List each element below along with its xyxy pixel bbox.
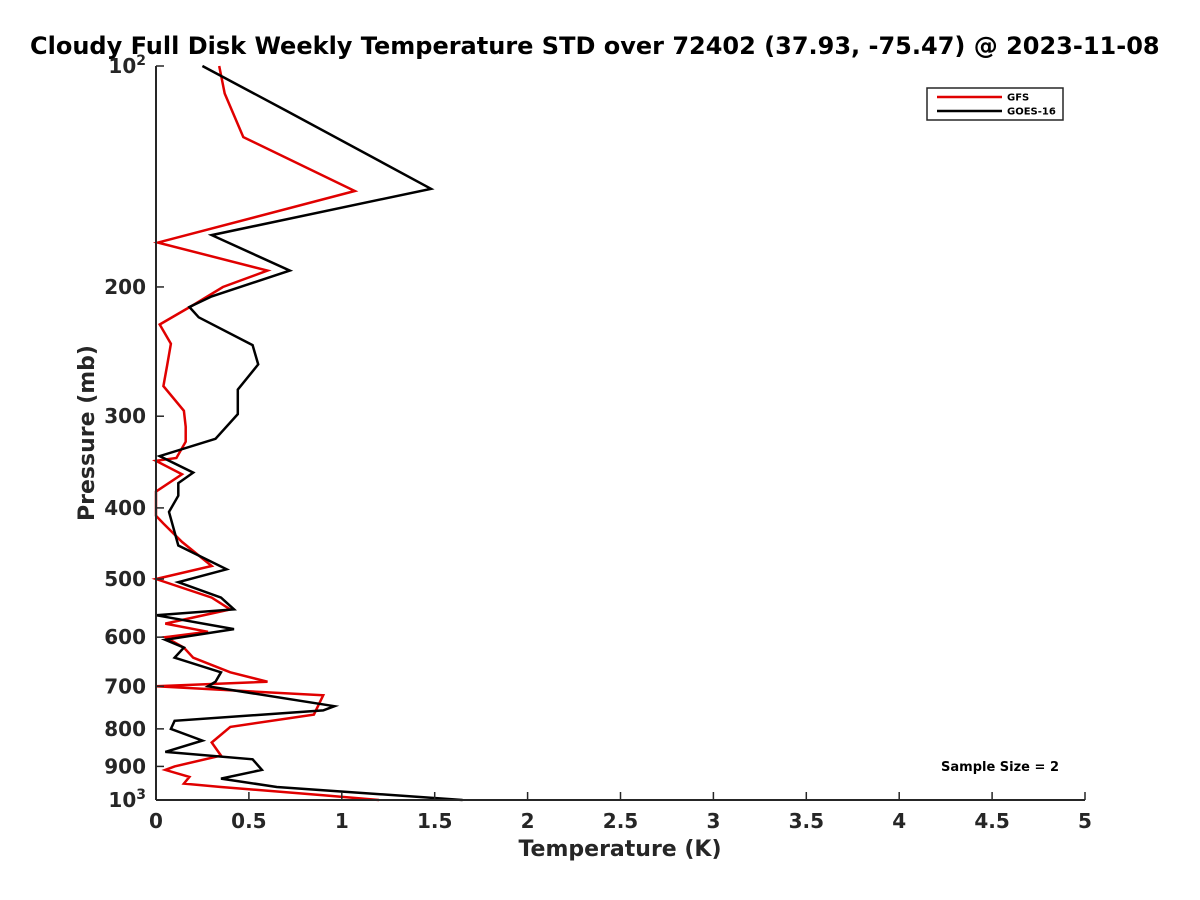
x-tick-label: 3.5	[789, 809, 824, 833]
legend-box	[926, 87, 1064, 121]
y-tick-label: 400	[104, 496, 146, 520]
x-tick-label: 2	[521, 809, 535, 833]
y-tick-label-exponent: 2	[136, 53, 146, 69]
series-line-gfs	[151, 65, 380, 802]
y-tick-label: 102	[108, 53, 146, 78]
y-tick-label: 900	[104, 754, 146, 778]
y-tick-label: 300	[104, 404, 146, 428]
x-tick-label: 3	[706, 809, 720, 833]
x-tick-label: 4.5	[974, 809, 1009, 833]
y-tick-label: 600	[104, 625, 146, 649]
y-tick-label: 200	[104, 275, 146, 299]
y-tick-label-exponent: 3	[136, 787, 146, 803]
y-tick-label: 700	[104, 674, 146, 698]
legend: GFS GOES-16	[926, 87, 1064, 121]
x-tick-label: 2.5	[603, 809, 638, 833]
y-tick-label-base: 400	[104, 496, 146, 520]
y-tick-label-base: 500	[104, 567, 146, 591]
y-tick-label: 800	[104, 717, 146, 741]
y-axis-label: Pressure (mb)	[75, 345, 100, 521]
y-tick-label-base: 600	[104, 625, 146, 649]
legend-label-goes-16: GOES-16	[1007, 107, 1056, 118]
y-tick-label-base: 700	[104, 674, 146, 698]
x-ticks: 0 0.5 1 1.5 2 2.5 3 3.5 4 4.5 5	[149, 792, 1092, 833]
y-tick-label: 500	[104, 567, 146, 591]
x-axis-label: Temperature (K)	[518, 837, 721, 862]
y-tick-label-base: 200	[104, 275, 146, 299]
x-tick-label: 1	[335, 809, 349, 833]
x-tick-label: 0.5	[231, 809, 266, 833]
legend-items: GFS GOES-16	[937, 93, 1056, 118]
y-tick-label-base: 800	[104, 717, 146, 741]
legend-label-gfs: GFS	[1007, 93, 1029, 104]
x-tick-label: 5	[1078, 809, 1092, 833]
y-tick-label-base: 900	[104, 754, 146, 778]
series-layer	[151, 64, 463, 802]
y-tick-label: 103	[108, 787, 146, 812]
x-tick-label: 0	[149, 809, 163, 833]
y-tick-label-base: 10	[108, 788, 136, 812]
x-tick-label: 4	[892, 809, 906, 833]
series-line-goes-16	[155, 64, 463, 802]
x-tick-label: 1.5	[417, 809, 452, 833]
y-tick-label-base: 10	[108, 54, 136, 78]
sample-size-annotation: Sample Size = 2	[941, 760, 1059, 775]
chart-title: Cloudy Full Disk Weekly Temperature STD …	[30, 32, 1160, 60]
y-tick-label-base: 300	[104, 404, 146, 428]
